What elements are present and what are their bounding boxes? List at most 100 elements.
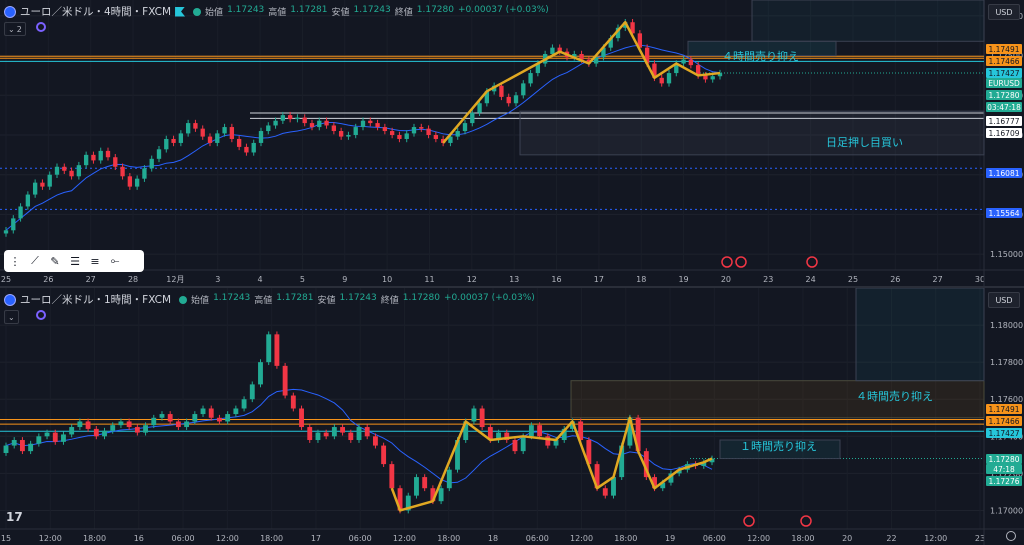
zone-annotation: １時間売り抑え	[740, 439, 817, 453]
flag-icon[interactable]	[175, 6, 186, 17]
time-tick-label: 19	[665, 534, 675, 543]
indicator-count: 2	[16, 24, 22, 34]
time-tick-label: 06:00	[526, 534, 549, 543]
candle-body	[143, 425, 148, 433]
symbol-legend-4h: ユーロ／米ドル・4時間・FXCM 始値 1.17243 高値 1.17281 安値 1.1…	[4, 4, 549, 19]
candle-body	[280, 115, 286, 121]
candle-body	[520, 436, 526, 452]
candle-body	[535, 63, 541, 74]
tradingview-logo[interactable]: 𝟭𝟳	[6, 510, 23, 524]
pane-splitter[interactable]	[0, 286, 1024, 288]
candle-body	[77, 421, 83, 428]
time-tick-label: 30	[975, 275, 985, 284]
candle-body	[274, 334, 280, 366]
horizontal-lines-icon[interactable]: ☰	[70, 254, 80, 268]
candle-body	[142, 168, 147, 179]
candle-body	[164, 138, 169, 150]
candle-body	[426, 128, 431, 135]
candle-body	[134, 178, 140, 187]
candle-body	[360, 120, 366, 128]
time-tick-label: 27	[86, 275, 96, 284]
chart-4h[interactable]: 1.180001.175001.170001.165001.160001.155…	[0, 0, 1024, 286]
zone-box	[855, 288, 985, 382]
chart-1h[interactable]: 1.180001.178001.176001.174001.172001.170…	[0, 288, 1024, 545]
chart-pane-1h[interactable]: 1.180001.178001.176001.174001.172001.170…	[0, 288, 1024, 545]
symbol-title[interactable]: ユーロ／米ドル・1時間・FXCM	[20, 294, 172, 306]
trend-line-icon[interactable]: ⟋	[31, 254, 39, 267]
candle-body	[433, 135, 439, 139]
candle-body	[98, 150, 103, 161]
price-tag-label: 1.17276	[988, 477, 1019, 486]
drawing-toolbar: ⋮ ⟋ ✎ ☰ ≡ ⟜	[4, 250, 144, 272]
time-tick-label: 5	[300, 275, 305, 284]
time-tick-label: 06:00	[172, 534, 195, 543]
candle-body	[266, 334, 272, 363]
price-tag	[986, 68, 1022, 78]
candle-body	[586, 440, 592, 465]
indicator-icon[interactable]	[36, 22, 46, 32]
time-tick-label: 20	[842, 534, 852, 543]
candle-body	[178, 133, 184, 143]
candle-body	[368, 120, 373, 124]
candle-body	[701, 462, 707, 466]
candle-body	[290, 395, 296, 409]
price-tag	[986, 416, 1022, 426]
candle-body	[324, 120, 329, 126]
price-tick-label: 1.15000	[990, 250, 1023, 259]
time-tick-label: 18:00	[260, 534, 283, 543]
candle-body	[601, 47, 606, 58]
candle-body	[572, 54, 577, 58]
market-open-icon	[193, 7, 202, 16]
candle-body	[644, 47, 650, 64]
price-tag	[986, 90, 1022, 100]
chart-pane-4h[interactable]: 1.180001.175001.170001.165001.160001.155…	[0, 0, 1024, 286]
candle-body	[258, 131, 264, 143]
price-tag	[986, 464, 1022, 474]
zigzag-line	[442, 20, 721, 144]
settings-icon[interactable]	[1006, 531, 1016, 541]
indicator-icon[interactable]	[36, 310, 46, 320]
candle-body	[389, 131, 395, 135]
time-tick-label: 12:00	[216, 534, 239, 543]
candle-body	[382, 127, 388, 132]
time-tick-label: 9	[342, 275, 347, 284]
candle-body	[222, 127, 227, 134]
candle-body	[676, 469, 682, 474]
candle-body	[623, 22, 628, 28]
candle-body	[61, 434, 66, 442]
candle-body	[504, 432, 510, 441]
collapse-indicators-button[interactable]: ⌄ 2	[4, 22, 26, 36]
candle-body	[512, 440, 518, 452]
time-tick-label: 12:00	[924, 534, 947, 543]
candle-body	[3, 445, 9, 453]
candle-body	[659, 77, 664, 84]
time-tick-label: 23	[975, 534, 985, 543]
candle-body	[315, 432, 321, 441]
time-tick-label: 25	[848, 275, 858, 284]
zone-box	[519, 110, 985, 156]
brush-icon[interactable]: ✎	[50, 254, 60, 268]
candle-body	[207, 136, 213, 143]
price-tag-label: 1.17427	[988, 69, 1019, 78]
currency-button-top[interactable]: USD	[988, 4, 1020, 20]
candle-body	[120, 166, 125, 177]
symbol-title[interactable]: ユーロ／米ドル・4時間・FXCM	[20, 6, 172, 18]
ohlc-value: 1.17243	[339, 293, 377, 303]
candle-body	[91, 154, 96, 161]
candle-body	[11, 440, 17, 446]
candle-body	[550, 47, 555, 54]
candle-body	[184, 421, 190, 428]
time-tick-label: 10	[382, 275, 392, 284]
candle-body	[175, 421, 181, 428]
fib-tool-icon[interactable]: ≡	[90, 254, 100, 268]
collapse-indicators-button[interactable]: ⌄	[4, 310, 19, 324]
ray-line-icon[interactable]: ⟜	[110, 254, 120, 267]
drag-handle-icon[interactable]: ⋮	[9, 254, 21, 268]
price-tag	[986, 128, 1022, 138]
time-tick-label: 26	[890, 275, 900, 284]
time-tick-label: 12:00	[393, 534, 416, 543]
currency-button-bottom[interactable]: USD	[988, 292, 1020, 308]
price-tag	[986, 44, 1022, 54]
time-tick-label: 18	[488, 534, 498, 543]
candle-body	[18, 206, 23, 219]
